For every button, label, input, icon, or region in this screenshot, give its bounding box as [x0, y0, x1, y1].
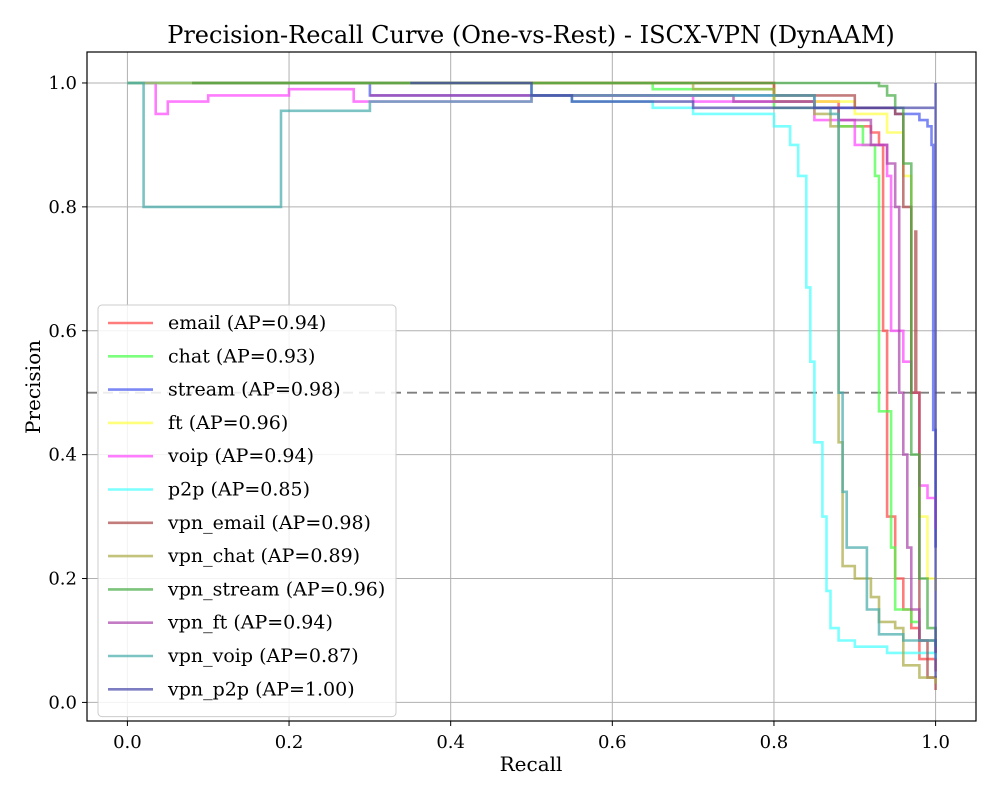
legend-label: stream (AP=0.98): [168, 379, 341, 401]
legend-label: vpn_chat (AP=0.89): [167, 545, 360, 567]
y-tick-label: 1.0: [48, 73, 77, 94]
y-axis-label: Precision: [21, 340, 45, 434]
y-tick-label: 0.4: [48, 445, 77, 466]
y-tick-label: 0.0: [48, 692, 77, 713]
legend-label: email (AP=0.94): [168, 312, 326, 334]
x-tick-label: 0.8: [760, 732, 789, 753]
series-line-vpn-p2p: [410, 81, 937, 678]
x-tick-label: 0.2: [275, 732, 304, 753]
legend-box: [97, 304, 397, 718]
legend-label: vpn_ft (AP=0.94): [167, 612, 333, 634]
legend: email (AP=0.94) chat (AP=0.93) stream (AP=…: [97, 304, 397, 718]
legend-label: vpn_p2p (AP=1.00): [167, 678, 355, 700]
x-tick-label: 1.0: [921, 732, 950, 753]
x-axis-label: Recall: [500, 752, 563, 776]
legend-label: p2p (AP=0.85): [168, 479, 310, 501]
series-line-vpn-voip: [127, 81, 937, 647]
plot-area-frame: [86, 51, 977, 722]
x-tick-label: 0.6: [598, 732, 627, 753]
legend-label: ft (AP=0.96): [168, 412, 288, 434]
y-tick-label: 0.2: [48, 569, 77, 590]
chart-title: Precision-Recall Curve (One-vs-Rest) - I…: [167, 21, 895, 49]
legend-label: vpn_stream (AP=0.96): [167, 578, 385, 600]
series-lines: [127, 81, 937, 690]
legend-label: voip (AP=0.94): [167, 445, 314, 467]
legend-label: vpn_email (AP=0.98): [167, 512, 371, 534]
series-line-vpn-ft: [369, 94, 937, 653]
legend-label: chat (AP=0.93): [168, 345, 315, 367]
x-tick-label: 0.4: [436, 732, 465, 753]
axis-ticks: 0.0 0.2 0.4 0.6 0.8 1.0 0.0 0.2 0.4 0.6 0.8 1.0: [48, 73, 950, 753]
legend-label: vpn_voip (AP=0.87): [167, 645, 359, 667]
y-tick-label: 0.8: [48, 197, 77, 218]
y-tick-label: 0.6: [48, 321, 77, 342]
x-tick-label: 0.0: [113, 732, 142, 753]
